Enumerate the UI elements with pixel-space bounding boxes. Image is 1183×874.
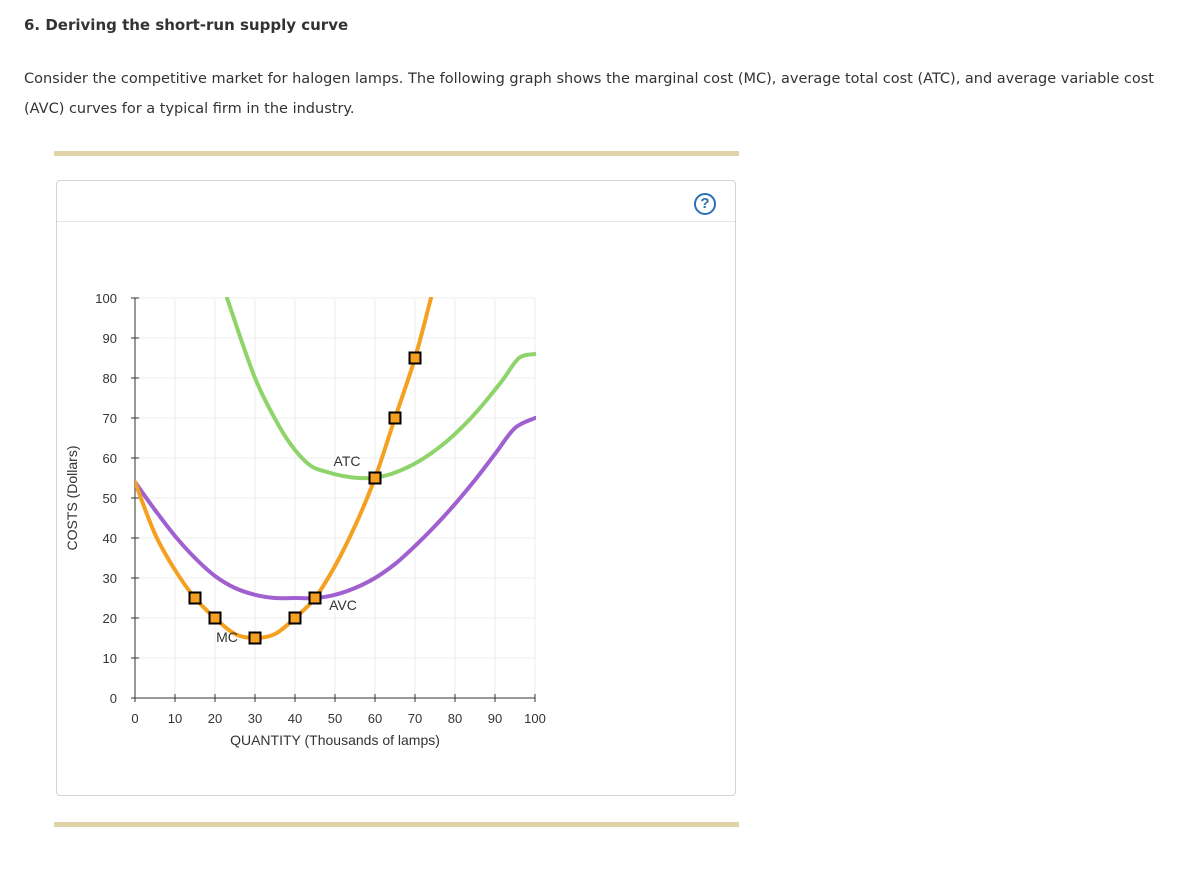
- y-tick-label: 10: [103, 651, 117, 666]
- mc-point-marker: [308, 591, 322, 605]
- cost-curves-chart: 0 10 20 30 40 50 60 70 80 90 100 0 10 20 30 40 50 60 70 80 9…: [64, 291, 546, 748]
- mc-point-marker: [288, 611, 302, 625]
- x-tick-label: 10: [168, 711, 182, 726]
- x-tick-label: 90: [488, 711, 502, 726]
- x-tick-label: 50: [328, 711, 342, 726]
- y-tick-label: 80: [103, 371, 117, 386]
- x-tick-label: 80: [448, 711, 462, 726]
- mc-curve: [135, 297, 433, 640]
- x-tick-label: 0: [131, 711, 138, 726]
- mc-label: MC: [216, 629, 238, 645]
- y-axis-title: COSTS (Dollars): [64, 445, 80, 550]
- y-tick-label: 20: [103, 611, 117, 626]
- x-tick-label: 40: [288, 711, 302, 726]
- x-axis-title: QUANTITY (Thousands of lamps): [230, 732, 440, 748]
- mc-point-marker: [408, 351, 422, 365]
- atc-label: ATC: [334, 453, 361, 469]
- y-tick-label: 90: [103, 331, 117, 346]
- avc-label: AVC: [329, 597, 357, 613]
- curves: [135, 297, 536, 640]
- mc-markers: [188, 351, 422, 645]
- y-tick-label: 100: [95, 291, 117, 306]
- panel-header-divider: [57, 221, 735, 222]
- x-tick-label: 70: [408, 711, 422, 726]
- y-tick-label: 70: [103, 411, 117, 426]
- mc-point-marker: [368, 471, 382, 485]
- y-tick-label: 30: [103, 571, 117, 586]
- atc-curve: [225, 297, 536, 481]
- mc-point-marker: [248, 631, 262, 645]
- x-tick-label: 100: [524, 711, 546, 726]
- y-tick-label: 40: [103, 531, 117, 546]
- gridlines: [135, 297, 536, 698]
- y-tick-label: 60: [103, 451, 117, 466]
- avc-curve: [135, 416, 536, 601]
- y-tick-label: 0: [110, 691, 117, 706]
- mc-point-marker: [388, 411, 402, 425]
- x-tick-label: 60: [368, 711, 382, 726]
- graph-panel: ? 0 10 20 30 40 50 60 70 80 90 100 0 10 20 30 40 50 60 70 8…: [56, 180, 736, 796]
- bottom-divider: [54, 822, 739, 827]
- y-tick-label: 50: [103, 491, 117, 506]
- x-tick-label: 30: [248, 711, 262, 726]
- mc-point-marker: [208, 611, 222, 625]
- question-title: 6. Deriving the short-run supply curve: [24, 16, 349, 34]
- help-button[interactable]: ?: [694, 193, 716, 215]
- mc-point-marker: [188, 591, 202, 605]
- x-tick-label: 20: [208, 711, 222, 726]
- top-divider: [54, 151, 739, 156]
- question-intro: Consider the competitive market for halo…: [24, 71, 1154, 117]
